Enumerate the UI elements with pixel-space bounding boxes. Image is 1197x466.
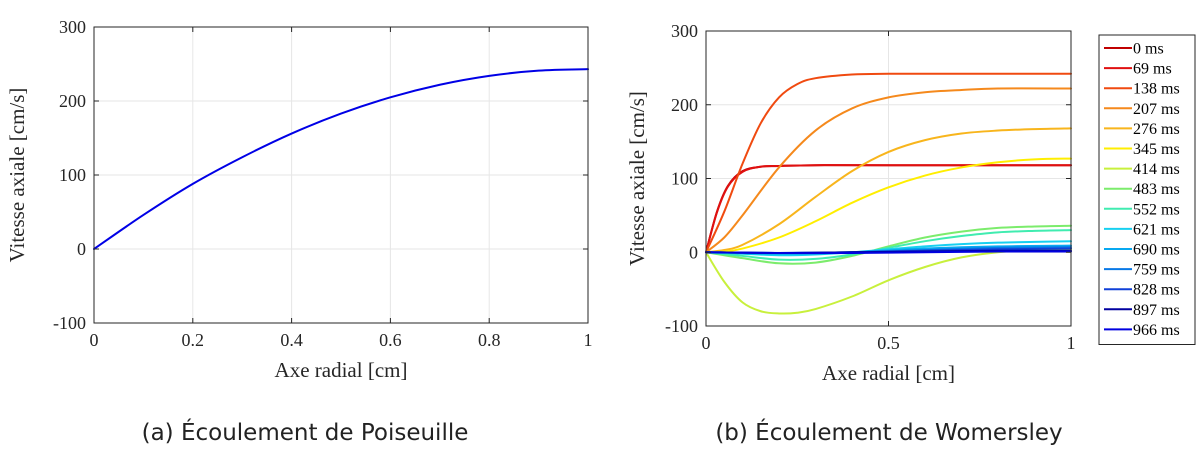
y-tick-label: -100 (665, 316, 698, 336)
y-tick-label: 200 (59, 91, 86, 111)
legend-label: 690 ms (1133, 242, 1180, 259)
x-tick-label: 1 (584, 330, 593, 350)
y-tick-label: 200 (671, 95, 698, 115)
x-tick-label: 1 (1067, 333, 1076, 353)
series-line-483-ms (705, 224, 1072, 265)
legend-label: 0 ms (1133, 41, 1164, 58)
series-line-621-ms (705, 240, 1072, 257)
legend-label: 138 ms (1133, 81, 1180, 98)
figure-caption: (b) Écoulement de Womersley (715, 418, 1062, 446)
legend-label: 828 ms (1133, 282, 1180, 299)
y-tick-label: 0 (77, 239, 86, 259)
legend-box (1098, 34, 1196, 345)
series-line-414-ms (705, 248, 1072, 315)
series-line-1 (93, 68, 589, 250)
figure-caption: (a) Écoulement de Poiseuille (142, 418, 469, 446)
x-tick-label: 0.6 (379, 330, 402, 350)
series-line-207-ms (705, 87, 1072, 254)
legend-label: 759 ms (1133, 262, 1180, 279)
x-tick-label: 0 (90, 330, 99, 350)
legend: 0 ms 69 ms 138 ms 207 ms 276 ms 345 ms 414 ms 4… (1098, 34, 1196, 345)
y-tick-label: 300 (671, 21, 698, 41)
y-tick-label: -100 (53, 313, 86, 333)
legend-label: 345 ms (1133, 141, 1180, 158)
legend-label: 69 ms (1133, 61, 1172, 78)
y-tick-label: 100 (59, 165, 86, 185)
series-line-138-ms (705, 72, 1072, 254)
y-axis-label: Vitesse axiale [cm/s] (5, 88, 29, 263)
series-line-966-ms (705, 250, 1072, 255)
series-line-345-ms (705, 157, 1072, 254)
legend-label: 966 ms (1133, 322, 1180, 339)
series-line-552-ms (705, 229, 1072, 261)
legend-label: 897 ms (1133, 302, 1180, 319)
legend-label: 414 ms (1133, 161, 1180, 178)
legend-label: 552 ms (1133, 201, 1180, 218)
x-tick-label: 0.5 (877, 333, 900, 353)
series-line-69-ms (705, 164, 1072, 254)
legend-label: 207 ms (1133, 101, 1180, 118)
series-line-276-ms (705, 127, 1072, 254)
x-tick-label: 0.4 (280, 330, 303, 350)
legend-label: 621 ms (1133, 221, 1180, 238)
x-axis-label: Axe radial [cm] (275, 358, 408, 382)
legend-label: 483 ms (1133, 181, 1180, 198)
x-tick-label: 0 (702, 333, 711, 353)
y-tick-label: 300 (59, 17, 86, 37)
x-tick-label: 0.2 (182, 330, 205, 350)
x-tick-label: 0.8 (478, 330, 501, 350)
y-tick-label: 0 (689, 242, 698, 262)
y-axis-label: Vitesse axiale [cm/s] (625, 91, 649, 266)
x-axis-label: Axe radial [cm] (822, 361, 955, 385)
legend-label: 276 ms (1133, 121, 1180, 138)
y-tick-label: 100 (671, 169, 698, 189)
